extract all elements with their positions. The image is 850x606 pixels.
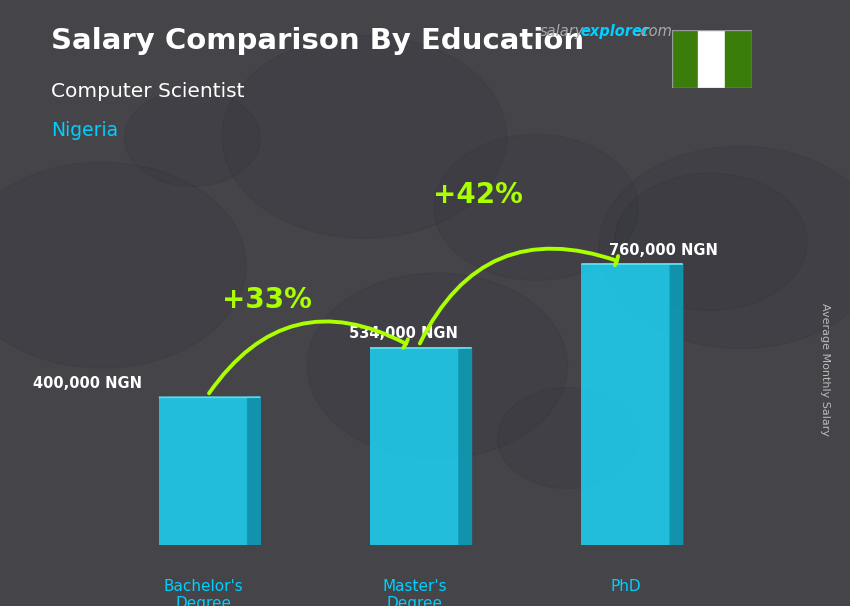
Text: 400,000 NGN: 400,000 NGN	[33, 376, 142, 391]
Bar	[581, 264, 670, 545]
Text: Average Monthly Salary: Average Monthly Salary	[819, 303, 830, 436]
Circle shape	[218, 264, 473, 446]
Bar	[725, 30, 752, 88]
Bar	[370, 348, 459, 545]
Text: .com: .com	[636, 24, 672, 39]
Circle shape	[413, 24, 700, 228]
Bar	[672, 30, 699, 88]
Circle shape	[178, 118, 292, 199]
Text: 534,000 NGN: 534,000 NGN	[349, 326, 458, 341]
Polygon shape	[670, 264, 683, 545]
Text: Salary Comparison By Education: Salary Comparison By Education	[51, 27, 584, 55]
Text: PhD: PhD	[610, 579, 641, 594]
Text: 760,000 NGN: 760,000 NGN	[609, 242, 718, 258]
Text: Master's
Degree: Master's Degree	[382, 579, 447, 606]
Circle shape	[112, 302, 439, 534]
Text: explorer: explorer	[581, 24, 649, 39]
Polygon shape	[247, 398, 260, 545]
Text: salary: salary	[540, 24, 584, 39]
Text: +33%: +33%	[222, 285, 312, 313]
Bar	[699, 30, 725, 88]
Circle shape	[695, 113, 789, 180]
Circle shape	[241, 82, 576, 321]
Text: Computer Scientist: Computer Scientist	[51, 82, 245, 101]
Text: Nigeria: Nigeria	[51, 121, 118, 140]
Text: +42%: +42%	[433, 181, 523, 210]
Polygon shape	[459, 348, 472, 545]
Bar	[159, 398, 247, 545]
Circle shape	[500, 65, 676, 190]
Circle shape	[365, 78, 496, 171]
Text: Bachelor's
Degree: Bachelor's Degree	[163, 579, 243, 606]
